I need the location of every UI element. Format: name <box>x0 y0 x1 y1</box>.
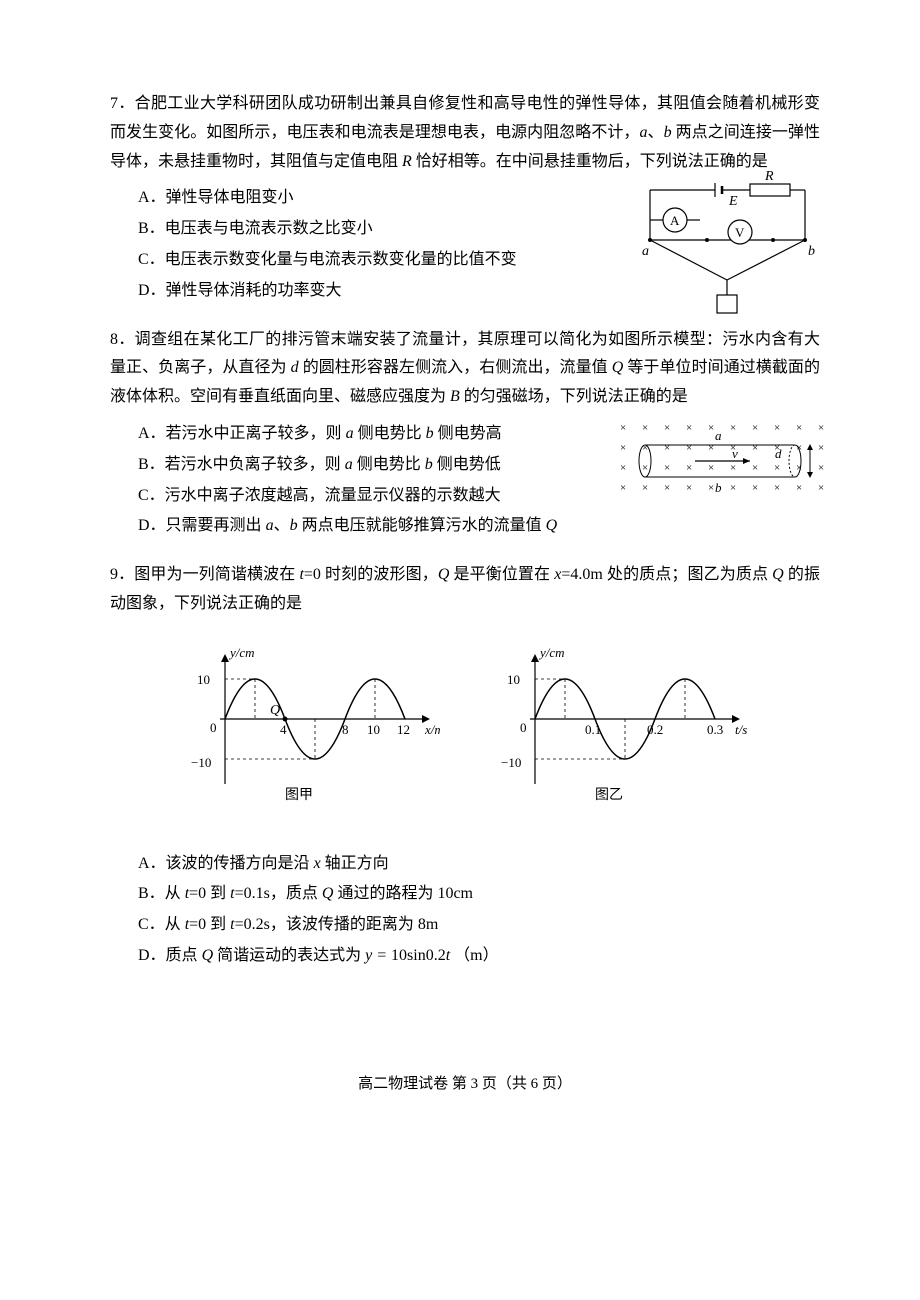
q9-chart2: 10 0 −10 0.1 0.2 0.3 y/cm t/s 图乙 <box>490 639 750 830</box>
svg-text:y/cm: y/cm <box>538 645 565 660</box>
svg-text:×: × <box>774 422 780 434</box>
svg-text:×: × <box>620 442 626 454</box>
q9-option-d: D．质点 Q 简谐运动的表达式为 y = 10sin0.2t （m） <box>138 942 820 971</box>
svg-text:−10: −10 <box>191 755 211 770</box>
q9-option-a: A．该波的传播方向是沿 x 轴正方向 <box>138 850 820 879</box>
svg-text:a: a <box>642 244 649 259</box>
svg-text:×: × <box>664 482 670 494</box>
svg-text:0: 0 <box>520 720 527 735</box>
svg-text:x/m: x/m <box>424 722 440 737</box>
svg-text:×: × <box>664 422 670 434</box>
svg-text:×: × <box>730 482 736 494</box>
svg-text:R: R <box>764 170 774 184</box>
svg-text:×: × <box>620 482 626 494</box>
svg-text:×: × <box>818 422 824 434</box>
svg-text:图甲: 图甲 <box>285 788 313 803</box>
svg-text:×: × <box>642 482 648 494</box>
svg-text:0.3: 0.3 <box>707 722 723 737</box>
svg-text:×: × <box>620 422 626 434</box>
q9-body: 9．图甲为一列简谐横波在 t=0 时刻的波形图，Q 是平衡位置在 x=4.0m … <box>110 561 820 619</box>
svg-text:×: × <box>796 482 802 494</box>
q8-num: 8． <box>110 331 135 348</box>
svg-text:Q: Q <box>270 703 280 718</box>
svg-text:−10: −10 <box>501 755 521 770</box>
q7-circuit-diagram: E R A a b V <box>630 170 820 331</box>
svg-text:×: × <box>730 422 736 434</box>
svg-text:×: × <box>752 442 758 454</box>
svg-text:×: × <box>642 422 648 434</box>
svg-text:×: × <box>818 442 824 454</box>
svg-text:图乙: 图乙 <box>595 787 623 803</box>
q9-charts: 10 0 −10 4 8 10 12 y/cm x/m <box>110 639 820 830</box>
svg-text:12: 12 <box>397 722 410 737</box>
svg-text:×: × <box>774 482 780 494</box>
svg-text:0: 0 <box>210 720 217 735</box>
question-8: 8．调查组在某化工厂的排污管末端安装了流量计，其原理可以简化为如图所示模型：污水… <box>110 326 820 542</box>
svg-text:×: × <box>796 442 802 454</box>
svg-text:×: × <box>708 482 714 494</box>
svg-text:×: × <box>686 422 692 434</box>
svg-text:×: × <box>708 422 714 434</box>
svg-text:×: × <box>774 462 780 474</box>
svg-text:0.2: 0.2 <box>647 722 663 737</box>
q7-body: 7．合肥工业大学科研团队成功研制出兼具自修复性和高导电性的弹性导体，其阻值会随着… <box>110 90 820 176</box>
svg-text:×: × <box>664 462 670 474</box>
svg-text:t/s: t/s <box>735 722 747 737</box>
svg-text:×: × <box>620 462 626 474</box>
question-7: 7．合肥工业大学科研团队成功研制出兼具自修复性和高导电性的弹性导体，其阻值会随着… <box>110 90 820 306</box>
q9-num: 9． <box>110 566 134 583</box>
q9-options: A．该波的传播方向是沿 x 轴正方向 B．从 t=0 到 t=0.1s，质点 Q… <box>138 850 820 971</box>
svg-text:×: × <box>686 462 692 474</box>
svg-text:×: × <box>752 462 758 474</box>
svg-text:10: 10 <box>367 722 380 737</box>
q9-chart1: 10 0 −10 4 8 10 12 y/cm x/m <box>180 639 440 830</box>
svg-text:×: × <box>642 442 648 454</box>
svg-text:y/cm: y/cm <box>228 645 255 660</box>
svg-text:b: b <box>715 480 722 495</box>
svg-text:×: × <box>818 462 824 474</box>
q8-body: 8．调查组在某化工厂的排污管末端安装了流量计，其原理可以简化为如图所示模型：污水… <box>110 326 820 412</box>
svg-text:×: × <box>708 442 714 454</box>
question-9: 9．图甲为一列简谐横波在 t=0 时刻的波形图，Q 是平衡位置在 x=4.0m … <box>110 561 820 971</box>
svg-text:V: V <box>735 225 745 240</box>
q9-option-b: B．从 t=0 到 t=0.1s，质点 Q 通过的路程为 10cm <box>138 880 820 909</box>
svg-text:×: × <box>686 482 692 494</box>
svg-text:×: × <box>686 442 692 454</box>
svg-text:10: 10 <box>507 672 520 687</box>
svg-text:b: b <box>808 244 815 259</box>
svg-text:4: 4 <box>280 722 287 737</box>
svg-text:×: × <box>730 462 736 474</box>
svg-text:×: × <box>664 442 670 454</box>
svg-text:A: A <box>670 213 680 228</box>
q9-option-c: C．从 t=0 到 t=0.2s，该波传播的距离为 8m <box>138 911 820 940</box>
svg-text:v: v <box>732 446 738 461</box>
svg-text:×: × <box>818 482 824 494</box>
svg-text:d: d <box>775 446 782 461</box>
svg-text:×: × <box>642 462 648 474</box>
svg-text:×: × <box>752 422 758 434</box>
q7-num: 7． <box>110 95 135 112</box>
svg-text:10: 10 <box>197 672 210 687</box>
svg-text:E: E <box>728 194 738 209</box>
svg-text:a: a <box>715 428 722 443</box>
svg-text:×: × <box>796 422 802 434</box>
q8-flow-diagram: ××××××××××××××××××××××××××××××××××××××××… <box>600 416 850 522</box>
svg-text:×: × <box>708 462 714 474</box>
page-footer: 高二物理试卷 第 3 页（共 6 页） <box>110 1071 820 1098</box>
svg-text:×: × <box>752 482 758 494</box>
